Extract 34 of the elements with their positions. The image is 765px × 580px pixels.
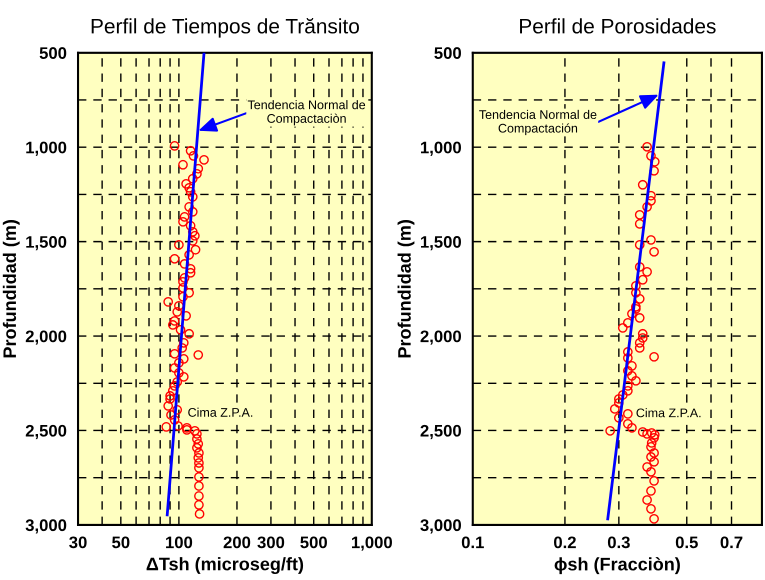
y-tick-label: 3,000 — [420, 519, 461, 534]
x-tick-label: 100 — [166, 536, 192, 548]
chart-title: Perfil de Tiempos de Trănsito — [92, 18, 359, 38]
y-axis-title: Profundidad (m) — [398, 220, 414, 358]
x-tick-label: 200 — [224, 536, 250, 548]
annotation: Cima Z.P.A. — [188, 408, 252, 417]
y-tick-label: 1,500 — [26, 236, 66, 250]
annotation: Cima Z.P.A. — [636, 408, 700, 418]
x-tick-label: 500 — [300, 536, 327, 548]
chart-title: Perfil de Porosidades — [520, 18, 716, 34]
x-axis-title: ΔTsh (microseg/ft) — [146, 557, 304, 574]
x-tick-label: 0.5 — [676, 536, 698, 548]
x-tick-label: 50 — [112, 536, 130, 548]
annotation: Tendencia Normal de Compactaciòn — [248, 100, 366, 126]
y-tick-label: 1,500 — [421, 236, 461, 250]
y-tick-label: 500 — [40, 47, 66, 59]
y-tick-label: 500 — [434, 47, 461, 59]
y-tick-label: 1,000 — [421, 142, 461, 156]
x-tick-label: 0.3 — [608, 536, 630, 548]
x-tick-label: 1,000 — [352, 536, 392, 551]
x-tick-label: 0.1 — [462, 536, 484, 548]
y-tick-label: 1,000 — [26, 142, 66, 156]
x-tick-label: 30 — [69, 536, 87, 548]
x-tick-label: 300 — [257, 536, 284, 548]
x-axis-title: ϕsh (Fracciòn) — [554, 557, 680, 574]
y-axis-title: Profundidad (m) — [2, 220, 20, 358]
y-tick-label: 2,500 — [26, 424, 66, 440]
y-tick-label: 2,000 — [420, 330, 461, 345]
y-tick-label: 2,000 — [26, 330, 66, 345]
x-tick-label: 0.2 — [554, 536, 576, 548]
y-tick-label: 3,000 — [26, 519, 66, 534]
annotation: Tendencia Normal de Compactación — [479, 110, 596, 136]
x-tick-label: 0.7 — [720, 536, 742, 548]
y-tick-label: 2,500 — [420, 424, 461, 440]
